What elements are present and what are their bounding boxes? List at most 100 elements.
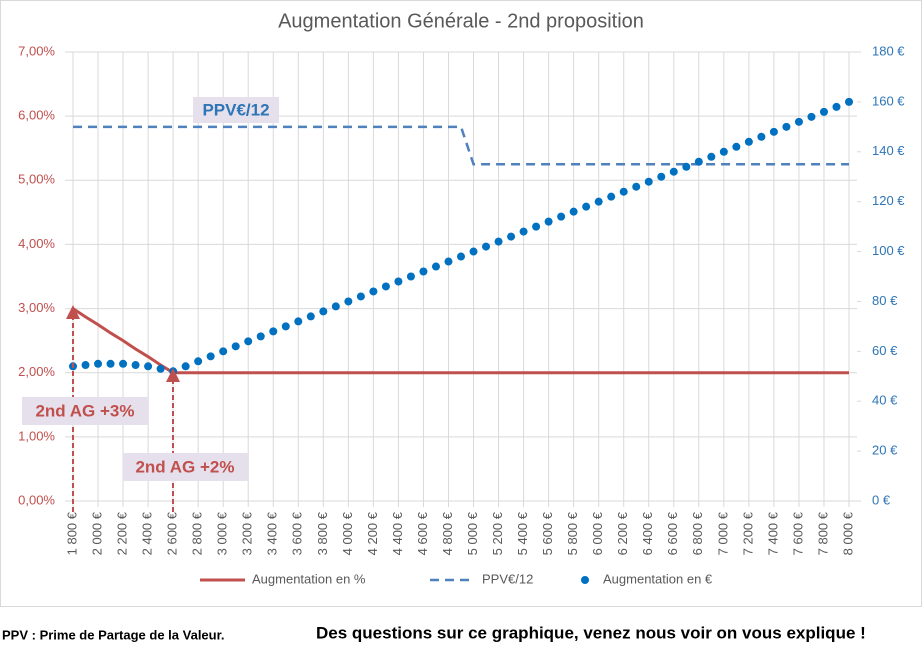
x-tick-label: 2 800 €: [190, 511, 205, 555]
x-tick-label: 4 400 €: [390, 511, 405, 555]
data-point: [469, 247, 478, 256]
x-tick-label: 2 400 €: [140, 511, 155, 555]
data-point: [682, 162, 691, 171]
x-tick-label: 5 400 €: [515, 511, 530, 555]
y2-tick-label: 80 €: [872, 293, 898, 308]
legend-label: Augmentation en €: [603, 571, 713, 586]
data-point: [231, 342, 240, 351]
data-point: [457, 252, 465, 261]
x-tick-label: 5 600 €: [540, 511, 555, 555]
annotation-box: [123, 453, 248, 481]
x-tick-label: 7 800 €: [815, 511, 830, 555]
data-point: [106, 359, 115, 368]
data-point: [369, 287, 378, 296]
data-point: [707, 152, 716, 161]
y-tick-label: 0,00%: [18, 492, 55, 507]
x-tick-label: 2 200 €: [115, 511, 130, 555]
data-point: [444, 257, 453, 266]
x-tick-label: 6 200 €: [615, 511, 630, 555]
data-point: [294, 317, 303, 326]
data-point: [344, 297, 353, 306]
data-point: [131, 361, 140, 370]
data-point: [331, 302, 340, 311]
annotation: 2nd AG +3%: [35, 401, 134, 420]
x-tick-label: 2 000 €: [89, 511, 104, 555]
data-point: [169, 367, 178, 376]
y-tick-label: 6,00%: [18, 108, 55, 123]
data-point: [507, 232, 516, 241]
y-tick-label: 7,00%: [18, 43, 55, 58]
data-point: [519, 227, 528, 236]
x-tick-label: 4 600 €: [415, 511, 430, 555]
data-point: [769, 127, 778, 136]
x-tick-label: 6 600 €: [665, 511, 680, 555]
data-point: [794, 117, 803, 126]
data-point: [657, 172, 666, 181]
data-point: [845, 97, 853, 106]
annotation: 2nd AG +2%: [135, 457, 234, 476]
data-point: [744, 137, 753, 146]
footer-note: PPV : Prime de Partage de la Valeur.: [2, 627, 225, 642]
x-tick-label: 4 000 €: [340, 511, 355, 555]
x-tick-label: 2 600 €: [165, 511, 180, 555]
data-point: [644, 177, 653, 186]
data-point: [81, 361, 90, 370]
x-tick-label: 7 400 €: [765, 511, 780, 555]
data-point: [256, 332, 265, 341]
data-point: [244, 337, 253, 346]
x-tick-label: 3 600 €: [290, 511, 305, 555]
x-tick-label: 3 400 €: [265, 511, 280, 555]
data-point: [732, 142, 741, 151]
x-tick-label: 7 000 €: [715, 511, 730, 555]
x-tick-label: 4 800 €: [440, 511, 455, 555]
data-point: [419, 267, 428, 276]
x-tick-label: 3 000 €: [215, 511, 230, 555]
data-point: [281, 322, 290, 331]
data-point: [594, 197, 603, 206]
y2-tick-label: 180 €: [872, 43, 905, 58]
data-point: [807, 112, 816, 121]
y-tick-label: 5,00%: [18, 172, 55, 187]
data-point: [669, 167, 678, 176]
x-tick-label: 1 800 €: [64, 511, 79, 555]
y2-tick-label: 60 €: [872, 343, 898, 358]
y2-tick-label: 120 €: [872, 193, 905, 208]
y-tick-label: 3,00%: [18, 300, 55, 315]
x-tick-label: 3 200 €: [240, 511, 255, 555]
data-point: [181, 362, 190, 371]
y2-tick-label: 160 €: [872, 93, 905, 108]
y2-tick-label: 100 €: [872, 243, 905, 258]
chart-frame: [0, 0, 922, 607]
y-tick-label: 1,00%: [18, 428, 55, 443]
y-tick-label: 2,00%: [18, 364, 55, 379]
x-tick-label: 4 200 €: [365, 511, 380, 555]
data-point: [757, 132, 766, 141]
footer-cta: Des questions sur ce graphique, venez no…: [316, 623, 866, 642]
data-point: [219, 347, 228, 356]
data-point: [431, 262, 440, 271]
x-tick-label: 7 200 €: [740, 511, 755, 555]
data-point: [569, 207, 578, 216]
data-point: [306, 312, 315, 321]
y2-tick-label: 20 €: [872, 443, 898, 458]
legend-marker: [581, 576, 589, 584]
x-tick-label: 8 000 €: [840, 511, 855, 555]
y2-tick-label: 140 €: [872, 143, 905, 158]
data-point: [156, 364, 165, 373]
data-point: [632, 182, 641, 191]
legend-label: Augmentation en %: [252, 571, 366, 586]
y-tick-label: 4,00%: [18, 236, 55, 251]
y2-tick-label: 40 €: [872, 393, 898, 408]
data-point: [356, 292, 365, 301]
x-tick-label: 5 200 €: [490, 511, 505, 555]
x-tick-label: 7 600 €: [790, 511, 805, 555]
data-point: [144, 362, 153, 371]
data-point: [319, 307, 328, 316]
series-line: [72, 307, 849, 375]
data-point: [619, 187, 628, 196]
y2-tick-label: 0 €: [872, 492, 891, 507]
plot: 0,00% 1,00% 2,00% 3,00% 4,00% 5,00% 6,00% 7,00%…: [18, 43, 905, 555]
data-point: [194, 357, 203, 366]
data-point: [782, 122, 791, 131]
